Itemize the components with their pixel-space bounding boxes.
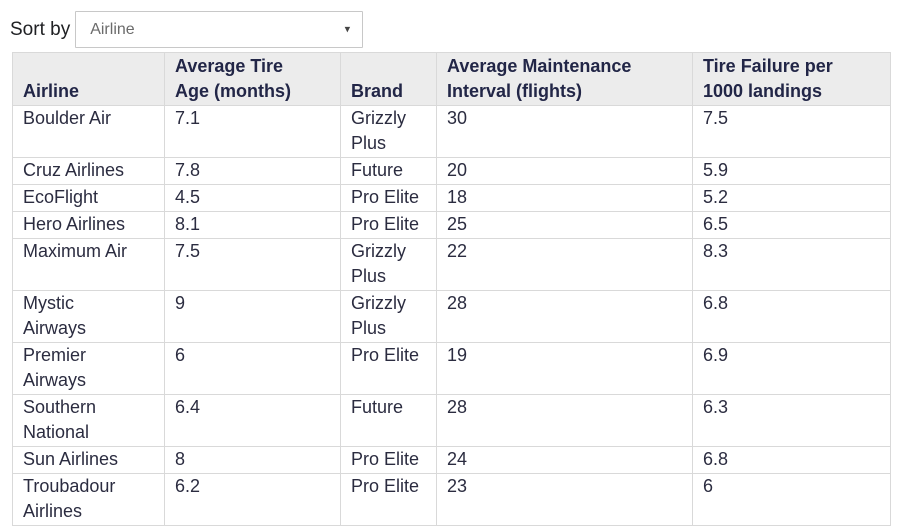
sort-by-select[interactable]: Airline ▾ [75, 11, 364, 48]
cell-maintenance-interval: 28 [436, 290, 693, 343]
cell-airline: Cruz Airlines [12, 157, 165, 185]
cell-airline: Sun Airlines [12, 446, 165, 474]
cell-tire-age: 7.8 [164, 157, 341, 185]
cell-airline: Premier Airways [12, 342, 165, 395]
cell-tire-age: 8.1 [164, 211, 341, 239]
cell-airline: Mystic Airways [12, 290, 165, 343]
table-header-row: Airline Average Tire Age (months) Brand Ave… [12, 52, 891, 106]
cell-brand: Pro Elite [340, 473, 437, 526]
table-row: Mystic Airways 9 Grizzly Plus 28 6.8 [12, 290, 891, 343]
column-header-airline: Airline [12, 52, 165, 106]
table-row: Sun Airlines 8 Pro Elite 24 6.8 [12, 446, 891, 474]
cell-tire-failure: 5.9 [692, 157, 891, 185]
cell-airline: Southern National [12, 394, 165, 447]
cell-airline: EcoFlight [12, 184, 165, 212]
cell-brand: Future [340, 157, 437, 185]
cell-tire-age: 9 [164, 290, 341, 343]
sort-toolbar: Sort by Airline ▾ [10, 11, 910, 48]
cell-maintenance-interval: 20 [436, 157, 693, 185]
table-row: Maximum Air 7.5 Grizzly Plus 22 8.3 [12, 238, 891, 291]
table-row: EcoFlight 4.5 Pro Elite 18 5.2 [12, 184, 891, 212]
cell-brand: Grizzly Plus [340, 290, 437, 343]
table-row: Southern National 6.4 Future 28 6.3 [12, 394, 891, 447]
cell-brand: Pro Elite [340, 446, 437, 474]
table-row: Premier Airways 6 Pro Elite 19 6.9 [12, 342, 891, 395]
cell-maintenance-interval: 22 [436, 238, 693, 291]
cell-airline: Hero Airlines [12, 211, 165, 239]
column-header-tire-failure: Tire Failure per 1000 landings [692, 52, 891, 106]
cell-tire-failure: 7.5 [692, 105, 891, 158]
cell-tire-age: 7.1 [164, 105, 341, 158]
cell-tire-failure: 6.5 [692, 211, 891, 239]
cell-brand: Pro Elite [340, 342, 437, 395]
cell-airline: Boulder Air [12, 105, 165, 158]
cell-airline: Maximum Air [12, 238, 165, 291]
chevron-down-icon: ▾ [344, 22, 351, 35]
airline-data-table: Airline Average Tire Age (months) Brand Ave… [12, 52, 891, 526]
cell-tire-failure: 6 [692, 473, 891, 526]
cell-tire-age: 4.5 [164, 184, 341, 212]
cell-maintenance-interval: 24 [436, 446, 693, 474]
cell-tire-failure: 6.8 [692, 290, 891, 343]
column-header-brand: Brand [340, 52, 437, 106]
table-container: Airline Average Tire Age (months) Brand Ave… [12, 52, 910, 526]
cell-maintenance-interval: 28 [436, 394, 693, 447]
cell-maintenance-interval: 25 [436, 211, 693, 239]
cell-brand: Pro Elite [340, 184, 437, 212]
cell-maintenance-interval: 30 [436, 105, 693, 158]
table-body: Boulder Air 7.1 Grizzly Plus 30 7.5 Cruz Airl… [12, 105, 891, 526]
table-row: Boulder Air 7.1 Grizzly Plus 30 7.5 [12, 105, 891, 158]
cell-maintenance-interval: 19 [436, 342, 693, 395]
cell-tire-failure: 8.3 [692, 238, 891, 291]
cell-tire-failure: 5.2 [692, 184, 891, 212]
cell-maintenance-interval: 18 [436, 184, 693, 212]
cell-brand: Grizzly Plus [340, 238, 437, 291]
sort-by-label: Sort by [10, 18, 71, 40]
column-header-tire-age: Average Tire Age (months) [164, 52, 341, 106]
table-row: Troubadour Airlines 6.2 Pro Elite 23 6 [12, 473, 891, 526]
cell-tire-age: 7.5 [164, 238, 341, 291]
cell-brand: Pro Elite [340, 211, 437, 239]
cell-brand: Grizzly Plus [340, 105, 437, 158]
table-row: Cruz Airlines 7.8 Future 20 5.9 [12, 157, 891, 185]
cell-tire-failure: 6.3 [692, 394, 891, 447]
table-row: Hero Airlines 8.1 Pro Elite 25 6.5 [12, 211, 891, 239]
cell-brand: Future [340, 394, 437, 447]
cell-tire-age: 6.4 [164, 394, 341, 447]
cell-tire-age: 8 [164, 446, 341, 474]
cell-maintenance-interval: 23 [436, 473, 693, 526]
cell-tire-failure: 6.8 [692, 446, 891, 474]
cell-tire-age: 6 [164, 342, 341, 395]
cell-tire-age: 6.2 [164, 473, 341, 526]
cell-airline: Troubadour Airlines [12, 473, 165, 526]
cell-tire-failure: 6.9 [692, 342, 891, 395]
column-header-maintenance-interval: Average Maintenance Interval (flights) [436, 52, 693, 106]
sort-by-selected-value: Airline [90, 20, 135, 38]
